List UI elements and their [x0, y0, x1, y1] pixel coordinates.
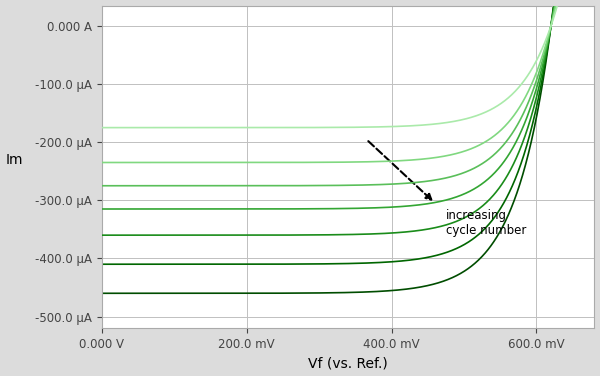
X-axis label: Vf (vs. Ref.): Vf (vs. Ref.)	[308, 356, 388, 370]
Y-axis label: Im: Im	[5, 153, 23, 167]
Text: increasing
cycle number: increasing cycle number	[446, 209, 526, 237]
